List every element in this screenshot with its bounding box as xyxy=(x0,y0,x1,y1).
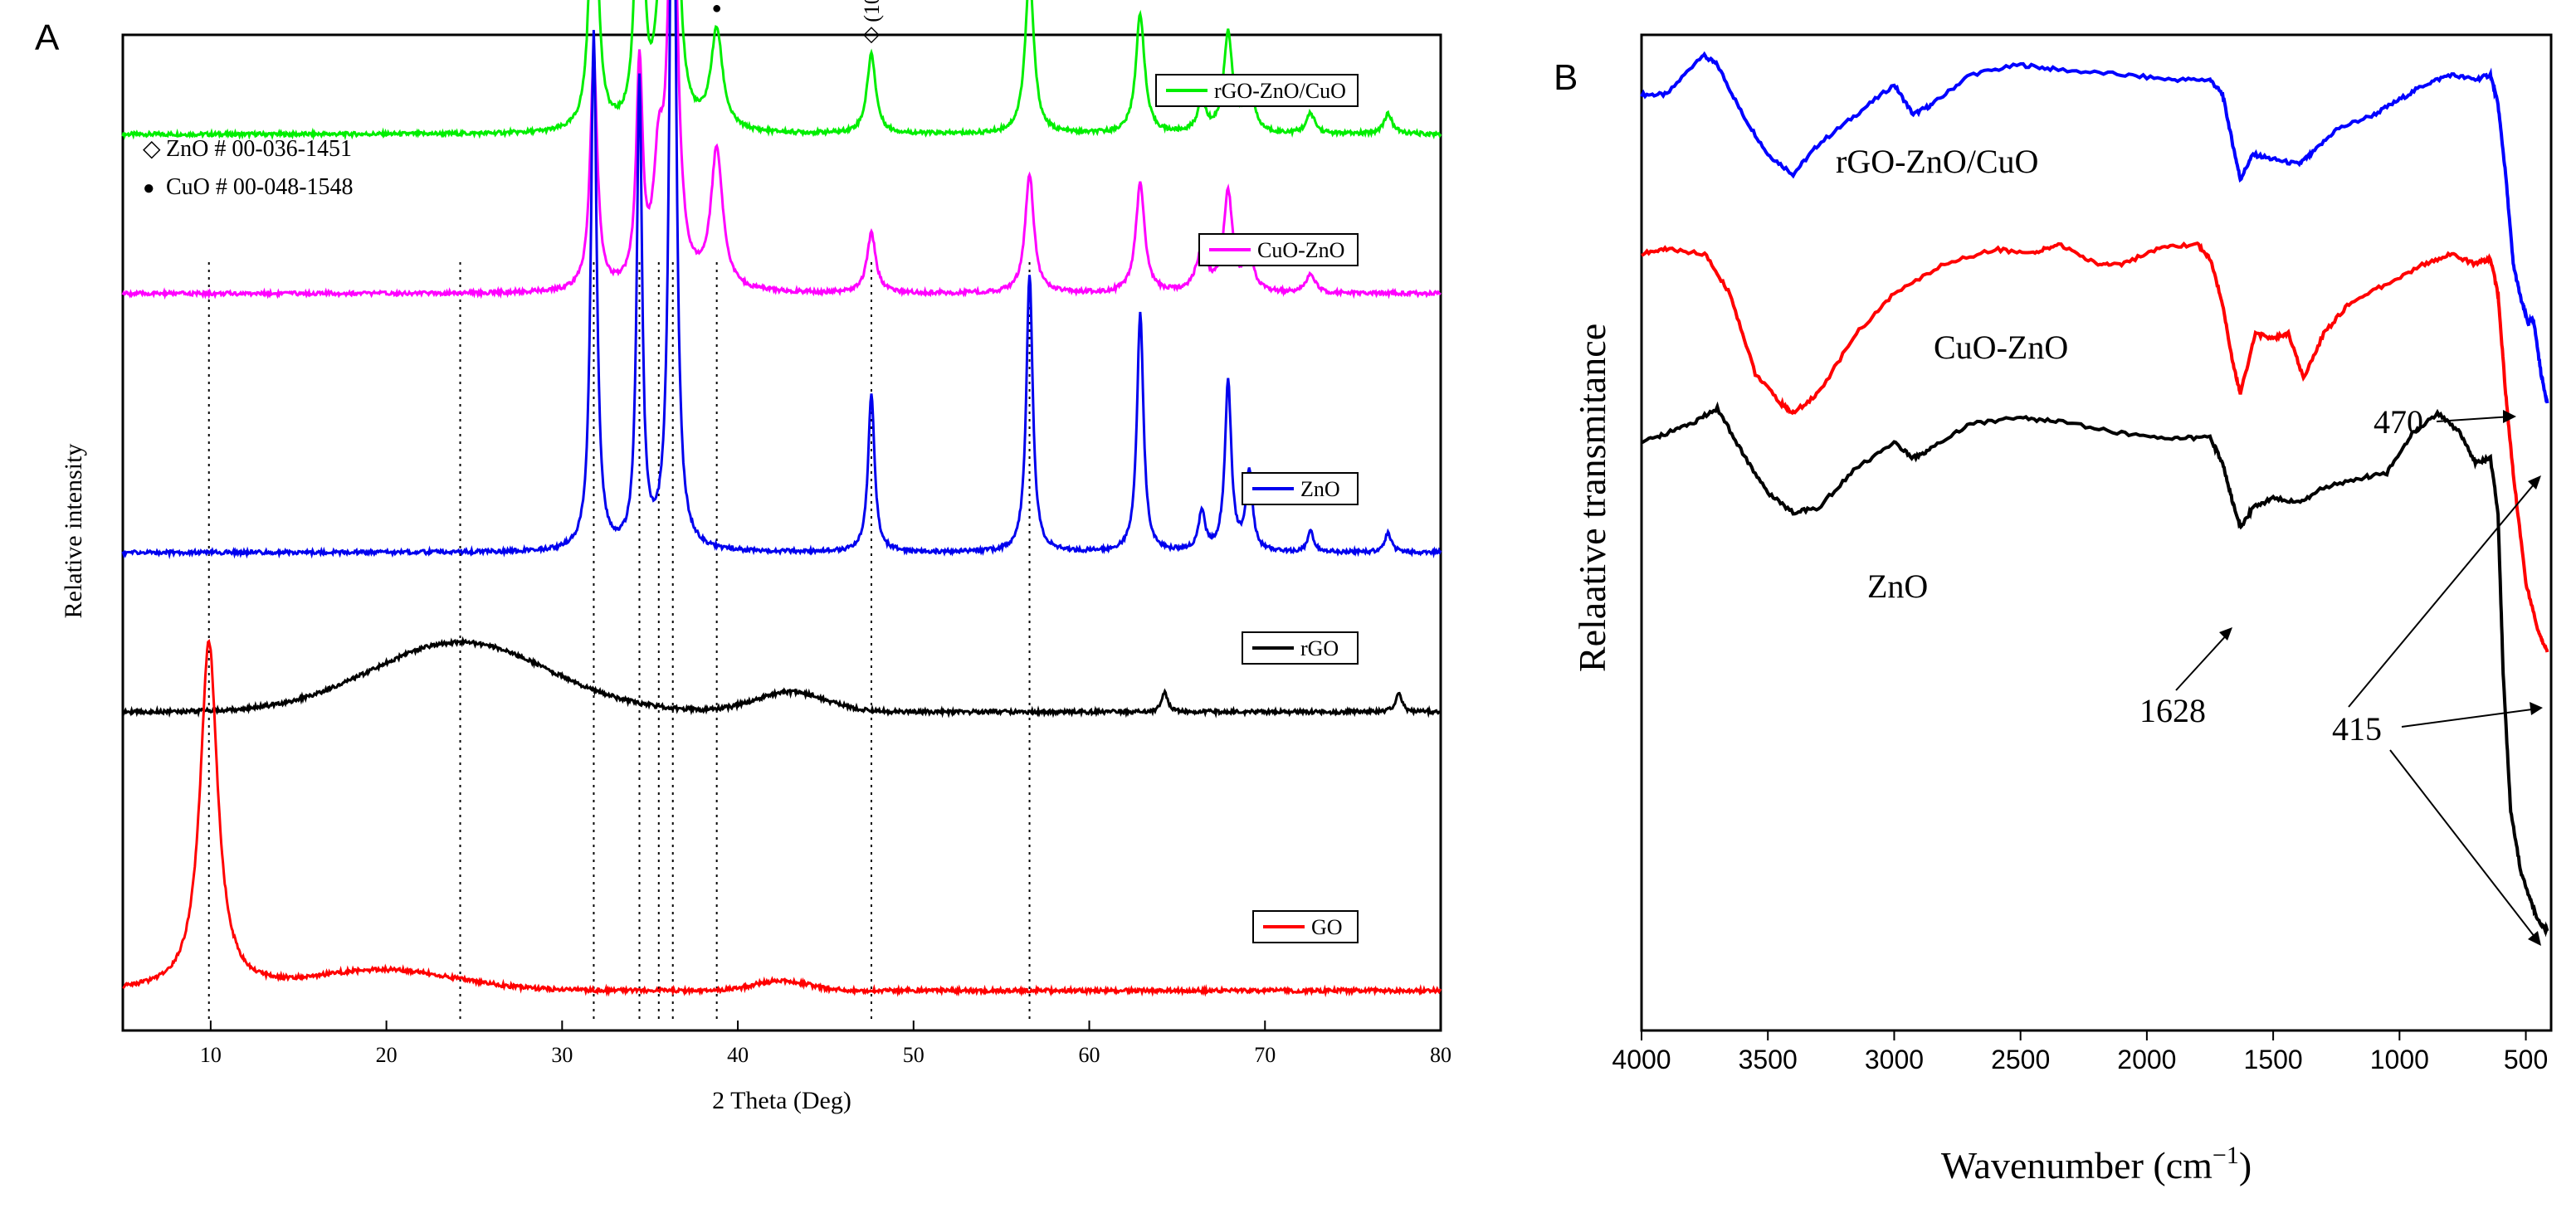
b-x-tick-label-2500: 2500 xyxy=(1991,1045,2050,1074)
annotation-415-arrow-bottom xyxy=(2389,749,2539,942)
x-tick-label-10: 10 xyxy=(200,1043,222,1067)
series-line-rgo-zno-cuo xyxy=(121,0,1442,141)
legend-label-cuo-zno: CuO-ZnO xyxy=(1257,238,1344,262)
x-tick-label-60: 60 xyxy=(1079,1043,1100,1067)
panel-a-letter: A xyxy=(35,17,60,58)
legend-label-zno: ZnO xyxy=(1300,477,1340,501)
b-x-tick-label-3000: 3000 xyxy=(1865,1045,1924,1074)
panel-a-y-axis-label: Relative intensity xyxy=(60,444,87,619)
ftir-line-cuo-zno xyxy=(1641,241,2549,653)
series-line-zno xyxy=(121,0,1442,560)
legend-label-rgo-zno-cuo: rGO-ZnO/CuO xyxy=(1214,79,1346,103)
peak-label-102: (102) xyxy=(860,0,884,22)
b-x-tick-label-4000: 4000 xyxy=(1612,1045,1671,1074)
panel-a-reference-legend: ◇ ZnO # 00-036-1451 ● CuO # 00-048-1548 xyxy=(143,136,354,200)
panel-b-annotations: 1628 470 415 xyxy=(2139,403,2543,946)
panel-b-y-axis-label: Relaative transmitance xyxy=(1571,324,1613,672)
panel-b-frame xyxy=(1640,33,2553,1032)
panel-b-x-axis-label-sup: −1 xyxy=(2213,1142,2239,1169)
annotation-415-arrowhead-bottom xyxy=(2528,931,2541,946)
series-label-rgo-zno-cuo: rGO-ZnO/CuO xyxy=(1836,143,2038,180)
legend-label-go: GO xyxy=(1311,915,1343,939)
ref-legend-text-zno: ZnO # 00-036-1451 xyxy=(166,136,352,162)
series-label-cuo-zno: CuO-ZnO xyxy=(1934,329,2068,366)
panel-b-x-axis-label: Wavenumber (cm−1) xyxy=(1941,1142,2252,1186)
peak-marker-4: ● xyxy=(712,0,722,17)
panel-b-chart: 4000 3500 3000 2500 2000 1500 1000 500 rGO-ZnO/… xyxy=(1571,33,2553,1186)
x-tick-label-20: 20 xyxy=(376,1043,398,1067)
panel-b-x-axis-label-main: Wavenumber (cm xyxy=(1941,1144,2213,1186)
x-tick-label-50: 50 xyxy=(903,1043,925,1067)
annotation-1628-arrowhead xyxy=(2219,627,2232,641)
panel-a-x-axis-label: 2 Theta (Deg) xyxy=(712,1087,851,1114)
annotation-415-arrow-mid xyxy=(2401,708,2539,728)
annotation-470-arrow xyxy=(2436,416,2512,422)
x-tick-label-80: 80 xyxy=(1430,1043,1451,1067)
annotation-415-arrowhead-mid xyxy=(2530,702,2543,715)
ftir-line-zno xyxy=(1641,401,2549,938)
panel-a-peak-labels: ◇(100)◇(002)●(11̅-1)◇(101)●(111)◇(102)◇(… xyxy=(712,0,884,46)
ftir-line-rgo-zno-cuo xyxy=(1640,51,2549,404)
b-x-tick-label-500: 500 xyxy=(2504,1045,2548,1074)
b-x-tick-label-1500: 1500 xyxy=(2244,1045,2303,1074)
annotation-415-arrowhead-top xyxy=(2528,475,2541,490)
panel-b-x-axis-label-close: ) xyxy=(2239,1144,2252,1186)
panel-b-letter: B xyxy=(1554,57,1578,98)
b-x-tick-label-1000: 1000 xyxy=(2370,1045,2429,1074)
legend-label-rgo: rGO xyxy=(1300,636,1339,660)
panel-a-x-ticks: 10 20 30 40 50 60 70 80 xyxy=(200,1021,1451,1067)
peak-marker-5: ◇ xyxy=(863,22,880,46)
panel-b-x-ticks: 4000 3500 3000 2500 2000 1500 1000 500 xyxy=(1612,1030,2548,1074)
panel-a-series-legends: rGO-ZnO/CuO CuO-ZnO ZnO rGO GO xyxy=(1155,74,1359,943)
annotation-415-arrow-top xyxy=(2348,479,2539,708)
annotation-415: 415 xyxy=(2332,710,2382,748)
panel-a-reference-lines xyxy=(207,259,1031,1019)
ref-legend-marker-zno: ◇ xyxy=(143,136,161,162)
panel-a-frame xyxy=(121,33,1442,1032)
x-tick-label-70: 70 xyxy=(1254,1043,1276,1067)
annotation-470: 470 xyxy=(2374,403,2423,441)
annotation-1628-arrow xyxy=(2175,631,2230,691)
b-x-tick-label-2000: 2000 xyxy=(2117,1045,2176,1074)
ref-legend-text-cuo: CuO # 00-048-1548 xyxy=(166,174,354,200)
series-line-rgo xyxy=(121,636,1442,719)
x-tick-label-40: 40 xyxy=(727,1043,749,1067)
panel-a-chart: 10 20 30 40 50 60 70 80 ◇(100)◇(002)●(11̅-1)◇(1… xyxy=(60,0,1451,1114)
x-tick-label-30: 30 xyxy=(551,1043,573,1067)
annotation-470-arrowhead xyxy=(2503,410,2516,423)
b-x-tick-label-3500: 3500 xyxy=(1739,1045,1798,1074)
panel-b-series-labels: rGO-ZnO/CuO CuO-ZnO ZnO xyxy=(1836,143,2068,605)
annotation-1628: 1628 xyxy=(2139,692,2206,729)
ref-legend-marker-cuo: ● xyxy=(143,178,155,199)
panel-b-series xyxy=(1640,51,2549,938)
series-label-zno: ZnO xyxy=(1867,568,1928,605)
series-line-go xyxy=(122,639,1442,998)
